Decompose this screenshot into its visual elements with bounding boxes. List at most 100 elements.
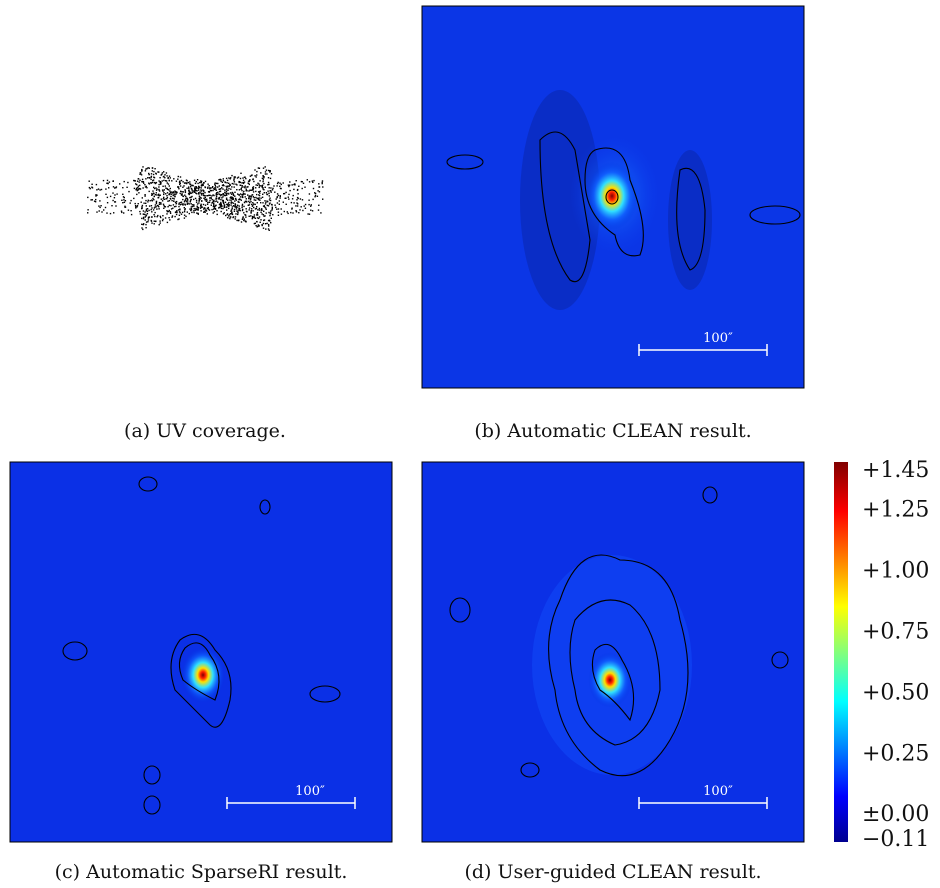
uv-point	[254, 222, 256, 224]
uv-point	[162, 198, 164, 200]
uv-point	[205, 195, 207, 197]
uv-point	[237, 213, 239, 216]
uv-point	[160, 198, 162, 200]
uv-point	[254, 175, 256, 177]
uv-point	[222, 193, 224, 195]
uv-point	[213, 203, 215, 205]
uv-point	[139, 172, 141, 174]
uv-point	[106, 196, 109, 199]
uv-point	[227, 215, 230, 217]
uv-point	[142, 223, 144, 226]
uv-point	[168, 209, 170, 212]
uv-point	[271, 189, 274, 191]
uv-point	[251, 194, 254, 196]
uv-point	[172, 207, 174, 209]
uv-point	[168, 175, 171, 177]
uv-point	[160, 202, 162, 204]
uv-point	[236, 206, 238, 208]
uv-point	[199, 196, 201, 199]
uv-point	[144, 195, 146, 197]
uv-point	[222, 180, 225, 182]
uv-point	[122, 187, 124, 189]
uv-point	[156, 188, 158, 190]
uv-point	[263, 210, 265, 212]
uv-point	[264, 186, 266, 188]
uv-point	[190, 206, 192, 208]
uv-point	[209, 199, 211, 202]
uv-point	[181, 191, 183, 193]
uv-point	[256, 184, 259, 186]
uv-point	[155, 192, 157, 194]
uv-point	[207, 187, 209, 189]
uv-point	[130, 199, 132, 202]
uv-point	[147, 199, 149, 201]
uv-point	[211, 186, 214, 189]
uv-point	[271, 206, 273, 208]
uv-point	[314, 192, 317, 195]
uv-point	[195, 189, 197, 192]
uv-point	[210, 189, 213, 192]
uv-point	[175, 180, 178, 182]
uv-point	[262, 227, 265, 229]
uv-point	[230, 177, 232, 179]
uv-point	[99, 206, 101, 209]
uv-point	[215, 182, 218, 185]
uv-point	[169, 190, 171, 192]
uv-point	[215, 195, 218, 198]
uv-point	[194, 182, 197, 185]
uv-point	[192, 191, 194, 194]
uv-point	[200, 194, 203, 196]
uv-point	[149, 177, 151, 179]
uv-point	[166, 175, 168, 177]
uv-point	[200, 206, 202, 208]
uv-point	[248, 190, 250, 192]
uv-point	[267, 181, 270, 184]
uv-point	[234, 200, 236, 202]
uv-point	[261, 196, 264, 198]
uv-point	[162, 185, 164, 187]
uv-point	[262, 214, 265, 216]
uv-point	[233, 179, 235, 181]
uv-point	[269, 171, 271, 173]
uv-point	[155, 181, 158, 184]
uv-point	[222, 207, 224, 210]
colorbar-label: +0.25	[862, 741, 929, 766]
uv-point	[90, 199, 92, 201]
uv-point	[114, 187, 116, 189]
uv-point	[296, 189, 299, 191]
uv-point	[151, 170, 153, 172]
uv-point	[292, 212, 294, 214]
uv-point	[193, 204, 195, 206]
uv-point	[219, 179, 221, 181]
uv-point	[263, 192, 265, 194]
uv-point	[168, 179, 170, 182]
uv-point	[226, 179, 229, 182]
uv-point	[321, 182, 323, 185]
uv-point	[173, 194, 175, 196]
uv-point	[195, 192, 197, 194]
uv-point	[229, 192, 232, 194]
uv-point	[257, 198, 260, 201]
uv-point	[225, 193, 228, 195]
uv-point	[248, 180, 251, 182]
uv-point	[247, 194, 249, 196]
uv-point	[260, 185, 262, 187]
uv-point	[136, 206, 138, 208]
uv-point	[253, 180, 255, 183]
uv-point	[200, 192, 202, 195]
uv-point	[257, 197, 260, 200]
uv-point	[241, 182, 243, 184]
uv-point	[256, 217, 259, 219]
uv-point	[232, 198, 235, 200]
colorbar-label: ±0.00	[862, 802, 929, 827]
uv-point	[264, 173, 267, 175]
uv-point	[248, 204, 250, 206]
uv-point	[205, 200, 207, 202]
uv-point	[213, 211, 216, 213]
uv-point	[253, 214, 256, 216]
uv-point	[202, 203, 205, 206]
uv-point	[185, 195, 187, 198]
uv-point	[170, 208, 173, 210]
uv-point	[265, 228, 267, 230]
uv-point	[175, 205, 177, 208]
